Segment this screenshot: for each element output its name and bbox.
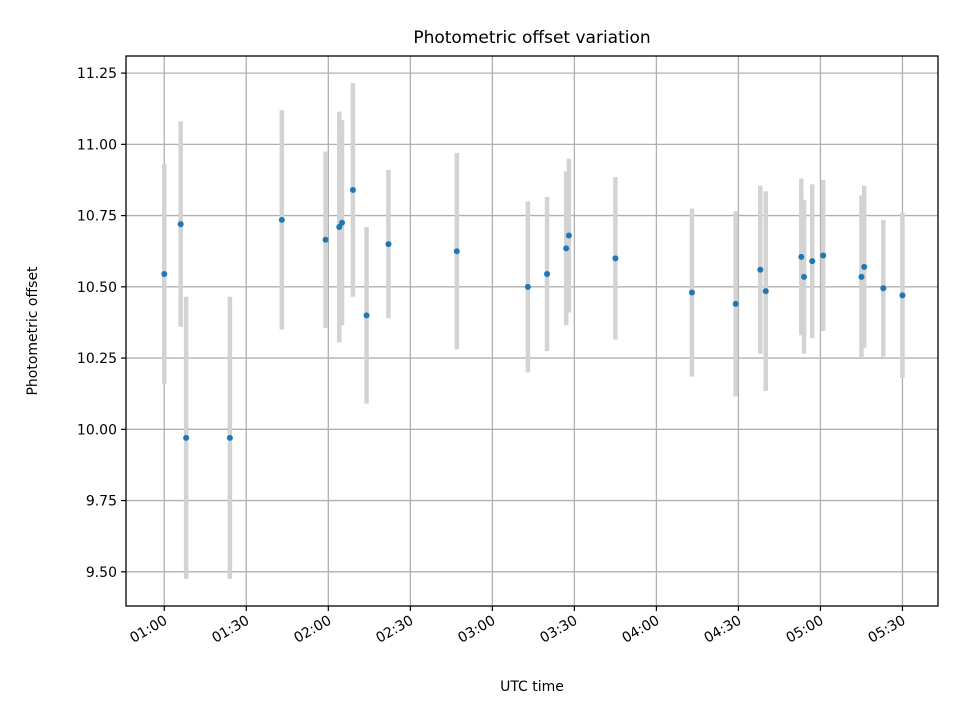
data-point — [861, 263, 868, 270]
data-point — [226, 434, 233, 441]
x-tick-label: 05:00 — [783, 613, 826, 647]
point-layer — [161, 186, 906, 441]
y-axis-label: Photometric offset — [25, 266, 41, 396]
x-axis-label: UTC time — [500, 679, 564, 695]
data-point — [183, 434, 190, 441]
plot-frame — [125, 55, 939, 607]
x-tick-label: 02:30 — [373, 613, 416, 647]
data-point — [363, 312, 370, 319]
y-tick-label: 11.25 — [77, 66, 117, 82]
data-point — [278, 216, 285, 223]
x-tick-label: 02:00 — [291, 613, 334, 647]
y-tick-label: 10.00 — [77, 422, 117, 438]
data-point — [820, 252, 827, 259]
x-tick-label: 03:00 — [455, 613, 498, 647]
data-point — [544, 271, 551, 278]
chart-title: Photometric offset variation — [413, 28, 650, 48]
y-tick-label: 9.75 — [86, 494, 117, 510]
data-point — [612, 255, 619, 262]
data-point — [801, 273, 808, 280]
x-tick-label: 05:30 — [866, 613, 909, 647]
data-point — [336, 223, 343, 230]
x-tick-label: 03:30 — [537, 613, 580, 647]
data-point — [453, 248, 460, 255]
x-tick-label: 01:30 — [209, 613, 252, 647]
grid-layer — [126, 56, 938, 606]
y-tick-label: 10.50 — [77, 280, 117, 296]
data-point — [563, 245, 570, 252]
data-point — [349, 186, 356, 193]
data-point — [880, 285, 887, 292]
x-tick-label: 04:30 — [701, 613, 744, 647]
data-point — [732, 300, 739, 307]
data-point — [177, 221, 184, 228]
data-point — [899, 292, 906, 299]
data-point — [161, 271, 168, 278]
error-bar-layer — [162, 83, 905, 579]
data-point — [385, 241, 392, 248]
data-point — [688, 289, 695, 296]
data-point — [565, 232, 572, 239]
y-tick-label: 9.50 — [86, 565, 117, 581]
data-point — [809, 258, 816, 265]
x-tick-label: 04:00 — [619, 613, 662, 647]
x-tick-label: 01:00 — [127, 613, 170, 647]
data-point — [762, 288, 769, 295]
data-point — [858, 273, 865, 280]
y-tick-label: 10.25 — [77, 351, 117, 367]
data-point — [338, 219, 345, 226]
data-point — [798, 253, 805, 260]
data-point — [757, 266, 764, 273]
y-tick-label: 10.75 — [77, 209, 117, 225]
y-tick-label: 11.00 — [77, 137, 117, 153]
data-point — [322, 236, 329, 243]
data-point — [524, 283, 531, 290]
